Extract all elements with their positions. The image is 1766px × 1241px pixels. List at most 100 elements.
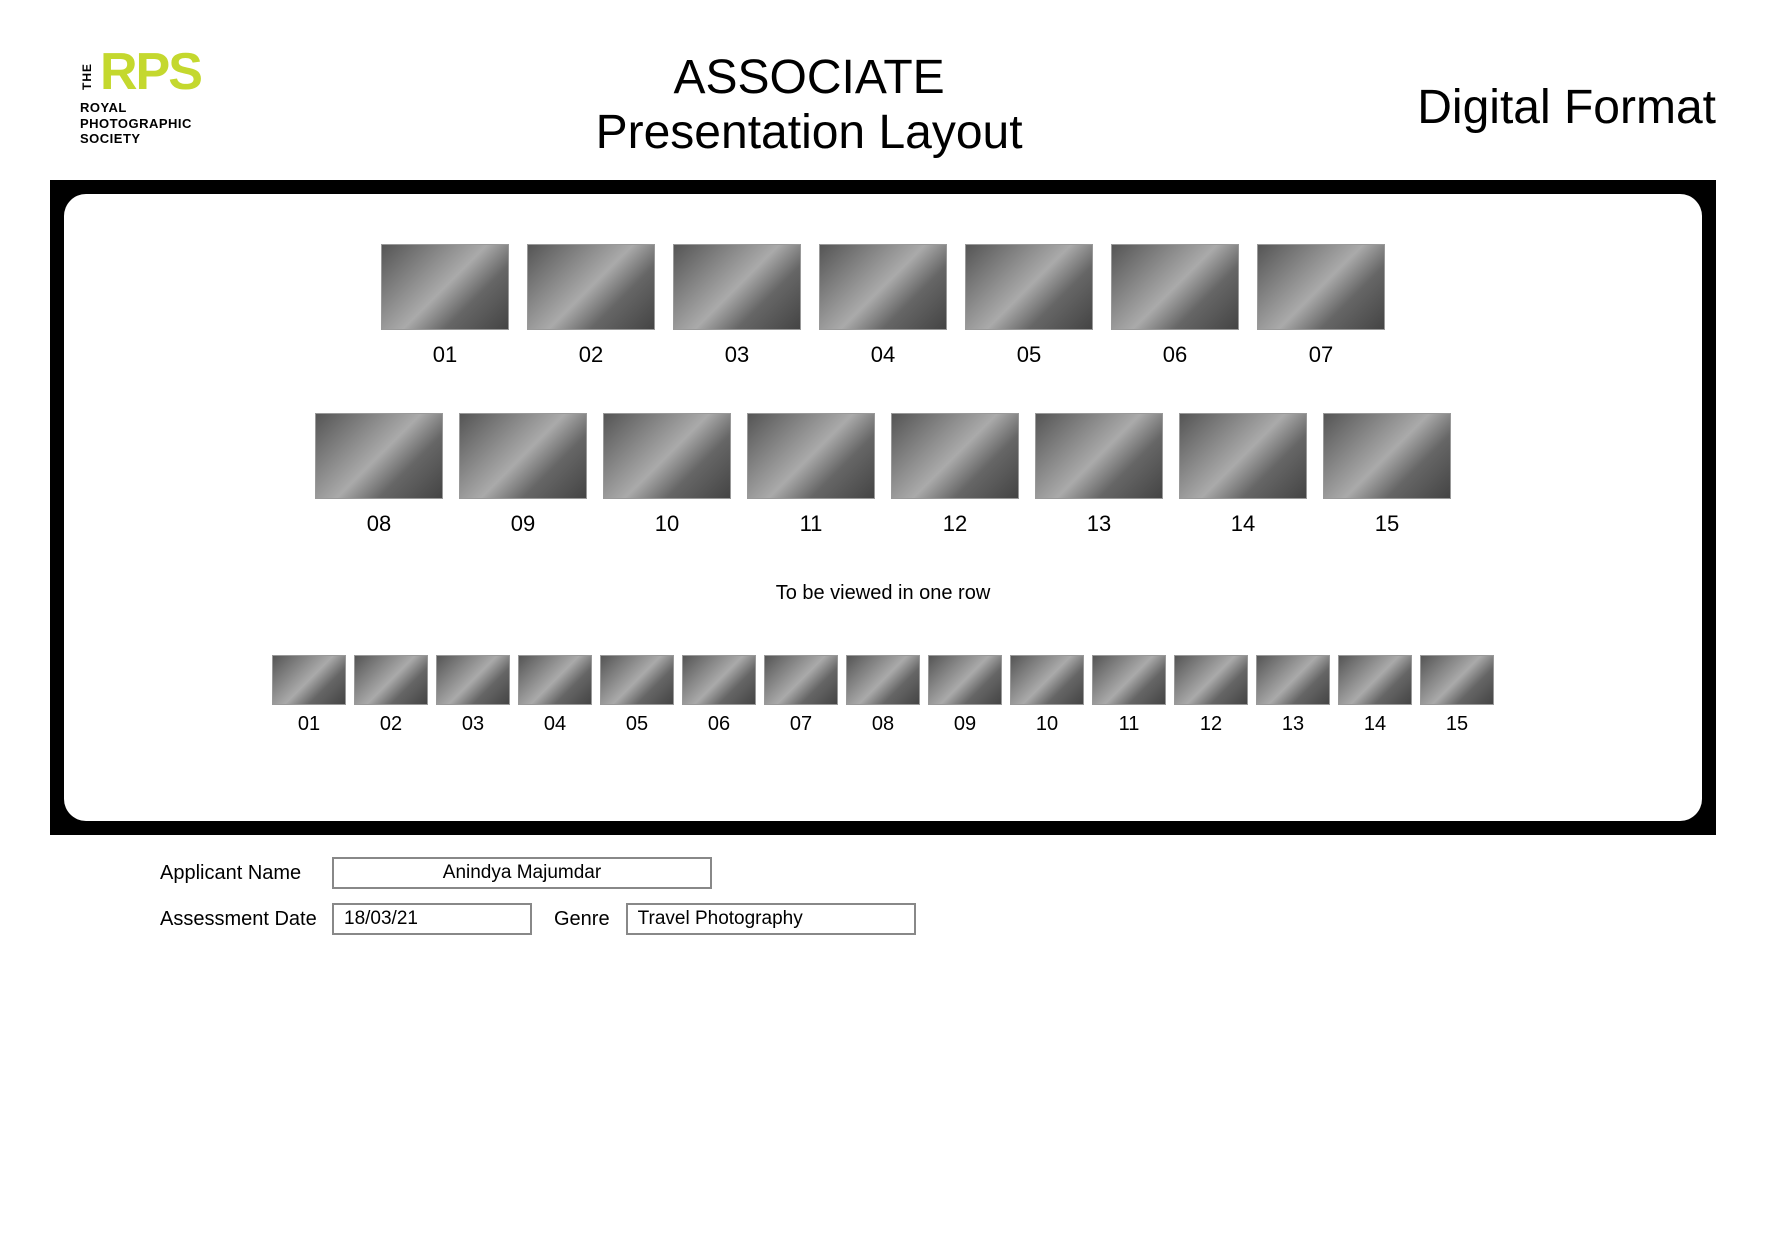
thumbnail-image xyxy=(600,655,674,705)
thumbnail-number: 10 xyxy=(1036,713,1058,736)
thumbnail-number: 08 xyxy=(367,511,391,537)
thumbnail: 05 xyxy=(965,244,1093,368)
thumbnail: 12 xyxy=(891,413,1019,537)
thumbnail-image xyxy=(1338,655,1412,705)
thumbnail: 06 xyxy=(1111,244,1239,368)
thumbnail-image xyxy=(518,655,592,705)
thumbnail: 08 xyxy=(315,413,443,537)
thumbnail-number: 05 xyxy=(626,713,648,736)
thumbnail-row-1: 01 0203 04 05 06 07 xyxy=(94,244,1672,368)
thumbnail-row-3: 01 02 03 04 05 06 07 08 09 10 11 12 13 14 15 xyxy=(94,655,1672,736)
thumbnail-image xyxy=(764,655,838,705)
thumbnail: 04 xyxy=(819,244,947,368)
viewing-note: To be viewed in one row xyxy=(94,582,1672,605)
title-block: ASSOCIATE Presentation Layout xyxy=(201,30,1417,160)
thumbnail-image xyxy=(1111,244,1239,330)
thumbnail-image xyxy=(1256,655,1330,705)
thumbnail-number: 12 xyxy=(1200,713,1222,736)
logo-sub-line: ROYAL xyxy=(80,100,201,116)
logo-the-text: THE xyxy=(80,63,94,90)
thumbnail-number: 01 xyxy=(298,713,320,736)
thumbnail: 15 xyxy=(1420,655,1494,736)
genre-label: Genre xyxy=(554,908,610,931)
thumbnail-number: 05 xyxy=(1017,342,1041,368)
form-row-date-genre: Assessment Date 18/03/21 Genre Travel Ph… xyxy=(160,903,1716,935)
genre-field[interactable]: Travel Photography xyxy=(626,903,916,935)
thumbnail-number: 09 xyxy=(511,511,535,537)
thumbnail-number: 14 xyxy=(1231,511,1255,537)
thumbnail-image xyxy=(459,413,587,499)
thumbnail: 12 xyxy=(1174,655,1248,736)
thumbnail-number: 10 xyxy=(655,511,679,537)
thumbnail: 06 xyxy=(682,655,756,736)
format-label: Digital Format xyxy=(1417,30,1716,135)
thumbnail-image xyxy=(819,244,947,330)
thumbnail-number: 04 xyxy=(871,342,895,368)
thumbnail: 07 xyxy=(1257,244,1385,368)
thumbnail-number: 07 xyxy=(790,713,812,736)
logo-rps-text: RPS xyxy=(100,50,201,94)
title-line-1: ASSOCIATE xyxy=(201,50,1417,105)
applicant-name-field[interactable]: Anindya Majumdar xyxy=(332,857,712,889)
logo-sub-line: PHOTOGRAPHIC xyxy=(80,116,201,132)
thumbnail-number: 01 xyxy=(433,342,457,368)
thumbnail-number: 15 xyxy=(1375,511,1399,537)
logo-block: THE RPS ROYAL PHOTOGRAPHIC SOCIETY xyxy=(50,30,201,147)
thumbnail: 07 xyxy=(764,655,838,736)
thumbnail-image xyxy=(1174,655,1248,705)
thumbnail-number: 15 xyxy=(1446,713,1468,736)
thumbnail-image xyxy=(1010,655,1084,705)
thumbnail: 03 xyxy=(673,244,801,368)
thumbnail: 11 xyxy=(1092,655,1166,736)
thumbnail-image xyxy=(1092,655,1166,705)
thumbnail-image xyxy=(891,413,1019,499)
thumbnail-number: 11 xyxy=(800,511,823,537)
thumbnail: 10 xyxy=(1010,655,1084,736)
thumbnail: 11 xyxy=(747,413,875,537)
thumbnail-image xyxy=(603,413,731,499)
thumbnail: 09 xyxy=(928,655,1002,736)
thumbnail-image xyxy=(354,655,428,705)
thumbnail: 05 xyxy=(600,655,674,736)
applicant-name-label: Applicant Name xyxy=(160,862,320,885)
thumbnail: 13 xyxy=(1256,655,1330,736)
thumbnail: 02 xyxy=(354,655,428,736)
thumbnail-number: 09 xyxy=(954,713,976,736)
thumbnail-image xyxy=(682,655,756,705)
thumbnail: 04 xyxy=(518,655,592,736)
thumbnail: 10 xyxy=(603,413,731,537)
thumbnail: 14 xyxy=(1179,413,1307,537)
thumbnail-image xyxy=(747,413,875,499)
thumbnail: 13 xyxy=(1035,413,1163,537)
assessment-date-field[interactable]: 18/03/21 xyxy=(332,903,532,935)
thumbnail: 09 xyxy=(459,413,587,537)
thumbnail-image xyxy=(846,655,920,705)
header: THE RPS ROYAL PHOTOGRAPHIC SOCIETY ASSOC… xyxy=(50,30,1716,160)
title-line-2: Presentation Layout xyxy=(201,105,1417,160)
thumbnail-image xyxy=(1420,655,1494,705)
thumbnail: 08 xyxy=(846,655,920,736)
thumbnail: 02 xyxy=(527,244,655,368)
thumbnail-number: 12 xyxy=(943,511,967,537)
thumbnail: 01 xyxy=(381,244,509,368)
logo-subtitle: ROYAL PHOTOGRAPHIC SOCIETY xyxy=(80,100,201,147)
thumbnail-row-2: 08 09 10 11 12 13 14 15 xyxy=(94,413,1672,537)
thumbnail-image xyxy=(381,244,509,330)
thumbnail-number: 13 xyxy=(1087,511,1111,537)
thumbnail-number: 11 xyxy=(1119,713,1140,736)
thumbnail-number: 06 xyxy=(1163,342,1187,368)
thumbnail: 01 xyxy=(272,655,346,736)
thumbnail-number: 03 xyxy=(462,713,484,736)
layout-frame: 01020304050607 0809101112131415 To be vi… xyxy=(50,180,1716,835)
thumbnail: 03 xyxy=(436,655,510,736)
thumbnail-image xyxy=(1323,413,1451,499)
thumbnail-image xyxy=(928,655,1002,705)
page: THE RPS ROYAL PHOTOGRAPHIC SOCIETY ASSOC… xyxy=(0,0,1766,979)
thumbnail-image xyxy=(673,244,801,330)
form-row-applicant: Applicant Name Anindya Majumdar xyxy=(160,857,1716,889)
thumbnail-image xyxy=(965,244,1093,330)
thumbnail-number: 14 xyxy=(1364,713,1386,736)
thumbnail-image xyxy=(315,413,443,499)
logo-top: THE RPS xyxy=(80,50,201,94)
thumbnail-image xyxy=(1035,413,1163,499)
